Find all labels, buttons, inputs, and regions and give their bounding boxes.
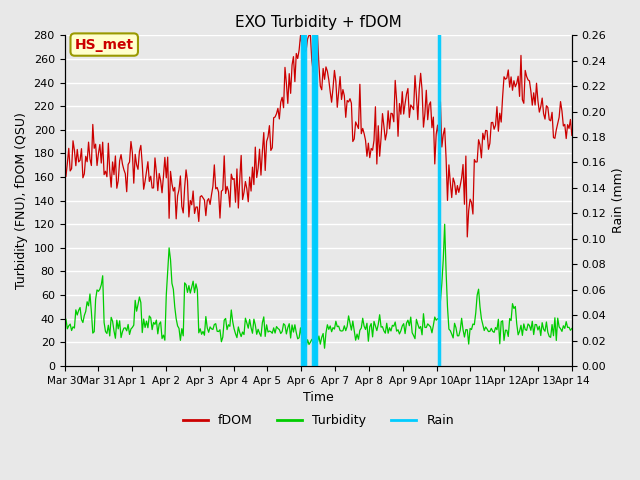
Y-axis label: Rain (mm): Rain (mm)	[612, 168, 625, 233]
Legend: fDOM, Turbidity, Rain: fDOM, Turbidity, Rain	[177, 409, 459, 432]
Text: HS_met: HS_met	[75, 37, 134, 51]
X-axis label: Time: Time	[303, 391, 333, 404]
Title: EXO Turbidity + fDOM: EXO Turbidity + fDOM	[235, 15, 401, 30]
Y-axis label: Turbidity (FNU), fDOM (QSU): Turbidity (FNU), fDOM (QSU)	[15, 112, 28, 289]
